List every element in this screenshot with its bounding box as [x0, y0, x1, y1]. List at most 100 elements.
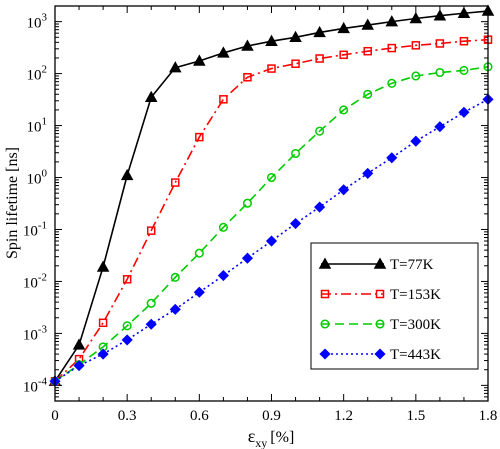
data-point — [171, 178, 180, 187]
series-line — [54, 38, 489, 382]
data-point — [96, 260, 110, 272]
data-point — [195, 132, 204, 142]
data-point — [363, 46, 372, 56]
data-point — [169, 303, 181, 315]
data-point — [217, 269, 229, 282]
legend-marker — [374, 348, 386, 360]
x-axis-title-symbol: ε — [248, 426, 256, 446]
x-tick-label: 0 — [51, 408, 59, 424]
data-point — [242, 198, 252, 208]
legend-label: T=153K — [390, 287, 441, 303]
data-point — [265, 235, 278, 247]
data-point — [338, 184, 350, 196]
data-point — [411, 71, 421, 81]
data-point — [265, 34, 278, 46]
data-point — [339, 50, 348, 60]
plot-frame — [54, 5, 489, 402]
data-point — [219, 95, 228, 104]
series-2 — [50, 35, 493, 386]
series-layer — [48, 4, 495, 387]
data-point — [217, 46, 230, 58]
data-point — [169, 61, 182, 73]
data-point — [337, 21, 350, 34]
data-point — [385, 15, 399, 27]
x-tick-label: 1.8 — [479, 408, 498, 424]
data-point — [144, 90, 158, 103]
data-point — [314, 201, 326, 213]
data-point — [72, 338, 86, 350]
data-point — [435, 67, 445, 78]
data-point — [339, 105, 349, 115]
y-tick-label: 102 — [27, 64, 48, 84]
y-tick-label: 10-4 — [23, 375, 48, 395]
data-point — [120, 168, 134, 181]
data-point — [218, 222, 228, 232]
data-point — [291, 59, 300, 68]
data-point — [121, 334, 133, 346]
data-point — [361, 18, 374, 30]
legend-marker — [320, 289, 330, 299]
series-1 — [48, 4, 495, 386]
data-point — [434, 121, 446, 133]
data-point — [459, 36, 469, 46]
data-point — [122, 321, 132, 331]
data-point — [267, 64, 276, 73]
data-point — [241, 252, 254, 264]
legend-marker — [319, 348, 331, 360]
x-axis-title-unit: [%] — [270, 429, 294, 446]
data-point — [146, 298, 156, 308]
x-axis-title: εxy [%] — [248, 426, 295, 449]
data-point — [409, 11, 423, 24]
legend-marker — [320, 319, 330, 329]
data-point — [315, 54, 324, 63]
data-point — [313, 25, 326, 38]
data-point — [363, 89, 373, 99]
data-point — [410, 135, 422, 147]
data-point — [145, 318, 157, 330]
x-tick-label: 0.6 — [190, 408, 209, 424]
data-point — [433, 9, 447, 21]
y-tick-label: 10-2 — [23, 271, 47, 291]
data-point — [458, 106, 470, 118]
x-tick-label: 0.3 — [118, 408, 137, 424]
data-point — [387, 78, 397, 88]
data-point — [266, 172, 277, 183]
data-point — [315, 126, 325, 136]
legend-marker — [318, 257, 332, 269]
y-tick-label: 101 — [27, 116, 48, 136]
data-point — [73, 360, 85, 372]
data-point — [386, 152, 398, 164]
legend-label: T=443K — [390, 347, 441, 363]
x-axis-title-subscript: xy — [255, 436, 267, 449]
x-tick-label: 1.2 — [334, 408, 353, 424]
data-point — [387, 43, 397, 53]
legend-items: T=77K T=153K T=300K T=443K — [318, 257, 441, 363]
x-tick-label: 1.5 — [406, 408, 425, 424]
y-axis-title: Spin lifetime [ns] — [4, 147, 21, 259]
legend-label: T=77K — [390, 257, 434, 273]
data-point — [435, 39, 445, 48]
legend-marker — [373, 257, 387, 269]
data-point — [98, 318, 108, 328]
data-point — [122, 275, 132, 284]
data-point — [411, 41, 421, 50]
data-point — [289, 30, 302, 43]
axis-tick-labels: 0 0.3 0.6 0.9 1.2 1.5 1.8 10-4 10-3 10-2 10-1 100 10… — [23, 12, 498, 424]
data-point — [459, 65, 469, 75]
legend-marker — [375, 319, 385, 329]
data-point — [170, 272, 180, 282]
y-tick-label: 103 — [27, 12, 48, 32]
data-point — [146, 226, 156, 235]
x-tick-label: 0.9 — [262, 408, 281, 424]
legend-label: T=300K — [390, 317, 441, 333]
y-tick-label: 10-1 — [23, 219, 47, 239]
data-point — [193, 286, 205, 298]
legend: T=77K T=153K T=300K T=443K — [310, 242, 479, 370]
data-point — [243, 73, 252, 82]
data-point — [193, 54, 206, 66]
y-tick-label: 10-3 — [23, 323, 48, 343]
data-point — [289, 217, 302, 230]
data-point — [457, 6, 471, 19]
data-point — [241, 39, 254, 51]
